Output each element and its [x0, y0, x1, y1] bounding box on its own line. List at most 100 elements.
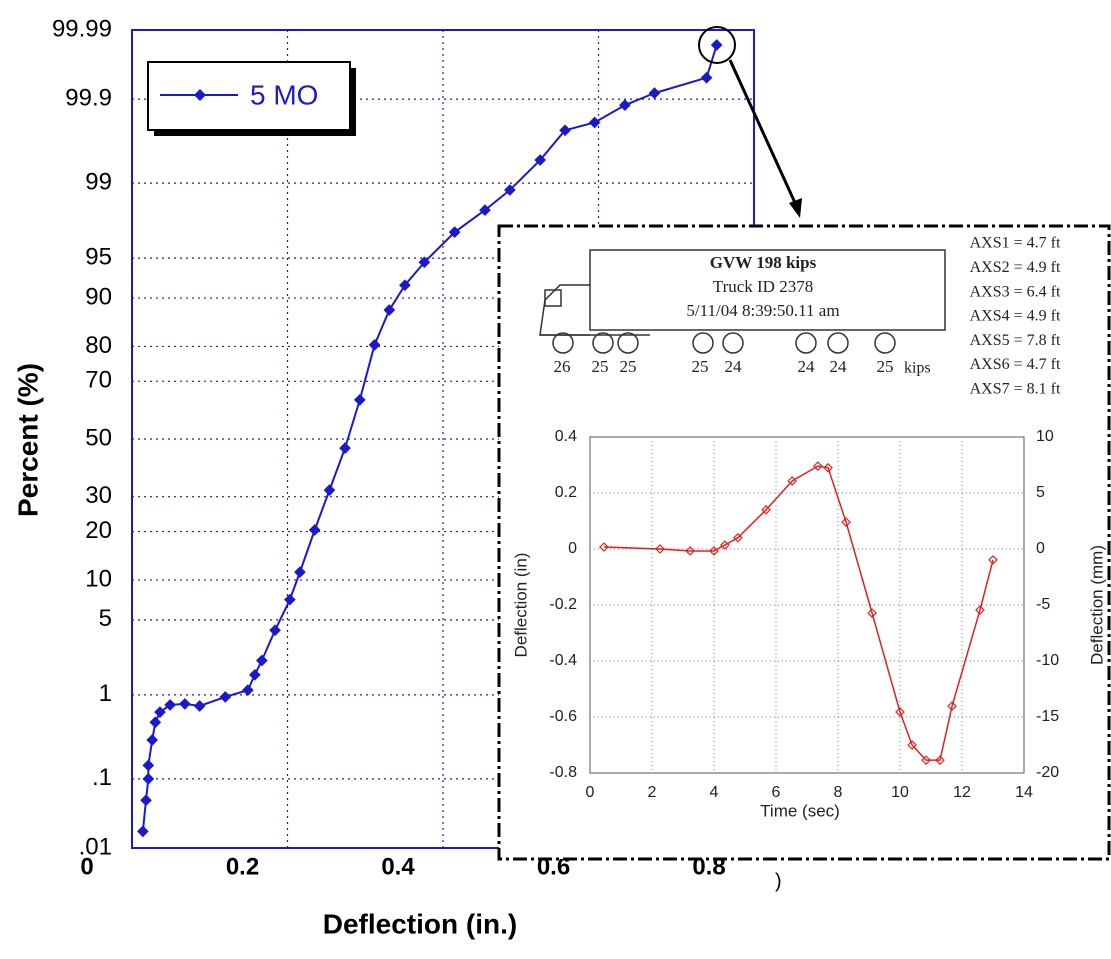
- y-tick-label: 10: [85, 565, 112, 592]
- y-tick-label: -0.4: [549, 652, 577, 669]
- axle-spacing: AXS2 = 4.9 ft: [970, 259, 1061, 276]
- y2-tick-label: 10: [1036, 428, 1054, 445]
- y-tick-label: 20: [85, 517, 112, 544]
- data-point: [339, 442, 351, 454]
- truck-label-bg: [650, 252, 880, 328]
- trailer: [589, 249, 946, 331]
- data-point: [241, 684, 254, 696]
- data-point: [179, 698, 191, 710]
- data-point: [294, 566, 306, 578]
- inset-x-axis-label: Time (sec): [760, 801, 840, 820]
- legend-label: 5 MO: [250, 79, 318, 110]
- y-tick-label: -0.2: [549, 596, 577, 613]
- y-tick-label: 99.9: [65, 84, 112, 111]
- data-point: [655, 544, 665, 554]
- y-tick-label: 1: [99, 680, 112, 707]
- x-tick-label: 0: [586, 784, 595, 801]
- x-tick-label: 10: [891, 784, 909, 801]
- axle-spacing: AXS3 = 6.4 ft: [970, 283, 1061, 300]
- x-tick-label: 0.2: [226, 853, 259, 880]
- y2-tick-label: -15: [1036, 708, 1059, 725]
- y-tick-label: 0.2: [555, 484, 577, 501]
- axle-load: 25: [592, 357, 609, 376]
- data-point: [219, 691, 232, 703]
- data-point: [353, 394, 366, 406]
- data-point: [448, 226, 461, 239]
- y2-tick-label: -5: [1036, 596, 1050, 613]
- data-point: [154, 706, 166, 719]
- axle-spacing: AXS6 = 4.7 ft: [970, 356, 1061, 373]
- data-point: [140, 794, 152, 807]
- data-point: [504, 184, 516, 196]
- data-point: [142, 759, 155, 772]
- data-point: [988, 555, 998, 565]
- annotation: ): [775, 870, 782, 892]
- data-point: [164, 699, 176, 711]
- data-point: [720, 540, 730, 550]
- y-tick-label: .01: [79, 833, 112, 860]
- data-point: [700, 71, 713, 84]
- data-point: [269, 624, 281, 637]
- data-point: [534, 154, 547, 166]
- y-axis-label: Percent (%): [12, 363, 43, 517]
- y-tick-label: 5: [99, 605, 112, 632]
- y-tick-label: 99.99: [52, 15, 112, 42]
- y-tick-label: -0.6: [549, 708, 577, 725]
- axle-spacing: AXS7 = 8.1 ft: [970, 380, 1061, 397]
- data-point: [368, 339, 381, 351]
- axle-load: 25: [877, 357, 894, 376]
- axle-load: 24: [725, 357, 743, 376]
- y-tick-label: 99: [85, 169, 112, 196]
- y-tick-label: .1: [92, 764, 112, 791]
- truck-timestamp: 5/11/04 8:39:50.11 am: [686, 301, 839, 320]
- data-point: [648, 87, 661, 99]
- axle-load: 25: [620, 357, 637, 376]
- data-point: [193, 700, 206, 712]
- data-point: [709, 546, 719, 556]
- axle-load: 24: [798, 357, 816, 376]
- axle-load-unit: kips: [904, 360, 931, 377]
- x-tick-label: 8: [834, 784, 843, 801]
- data-point: [710, 39, 723, 51]
- data-point: [137, 825, 149, 838]
- y-tick-label: 0: [568, 540, 577, 557]
- data-point: [383, 304, 396, 316]
- data-point: [399, 279, 411, 292]
- wheel: [592, 332, 614, 354]
- data-point: [761, 504, 771, 515]
- data-point: [907, 740, 917, 750]
- y-tick-label: -0.8: [549, 764, 577, 781]
- wheel: [795, 332, 817, 354]
- x-axis-label: Deflection (in.): [323, 908, 517, 939]
- data-point: [323, 484, 336, 496]
- data-point: [146, 734, 159, 746]
- inset-y2-axis-label: Deflection (mm): [1087, 545, 1106, 665]
- data-point: [841, 517, 851, 527]
- truck-title: GVW 198 kips: [710, 253, 817, 272]
- x-tick-label: 0.4: [381, 853, 415, 880]
- axle-load: 26: [554, 357, 571, 376]
- axle-spacing: AXS4 = 4.9 ft: [970, 308, 1061, 325]
- legend-marker: [194, 89, 206, 101]
- data-point: [255, 654, 268, 667]
- data-point: [283, 593, 296, 606]
- x-tick-label: 14: [1015, 784, 1033, 801]
- truck-icon: [539, 249, 946, 354]
- arrow: [728, 59, 798, 206]
- y-tick-label: 90: [85, 283, 112, 310]
- arrow-head: [789, 198, 802, 218]
- y2-tick-label: -10: [1036, 652, 1059, 669]
- y-tick-label: 70: [85, 367, 112, 394]
- axle-spacing: AXS5 = 7.8 ft: [970, 332, 1061, 349]
- data-point: [588, 116, 601, 129]
- data-point: [975, 605, 985, 615]
- y2-tick-label: -20: [1036, 764, 1059, 781]
- x-tick-label: 4: [710, 784, 719, 801]
- wheel: [617, 332, 639, 354]
- data-point: [733, 532, 743, 543]
- data-point: [308, 524, 321, 536]
- data-point: [813, 461, 823, 471]
- data-point: [685, 546, 695, 556]
- y2-tick-label: 5: [1036, 484, 1045, 501]
